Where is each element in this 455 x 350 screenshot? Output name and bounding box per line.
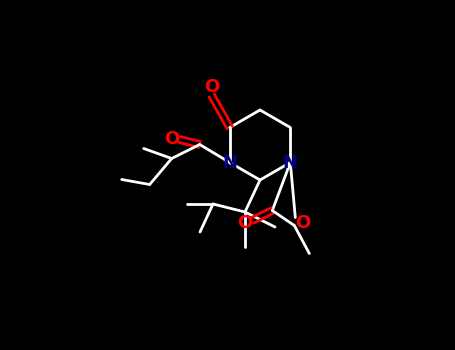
Text: O: O xyxy=(295,215,310,232)
Text: O: O xyxy=(237,214,252,231)
Text: N: N xyxy=(283,154,298,172)
Text: N: N xyxy=(222,154,237,172)
Text: O: O xyxy=(164,131,179,148)
Text: O: O xyxy=(204,78,219,97)
